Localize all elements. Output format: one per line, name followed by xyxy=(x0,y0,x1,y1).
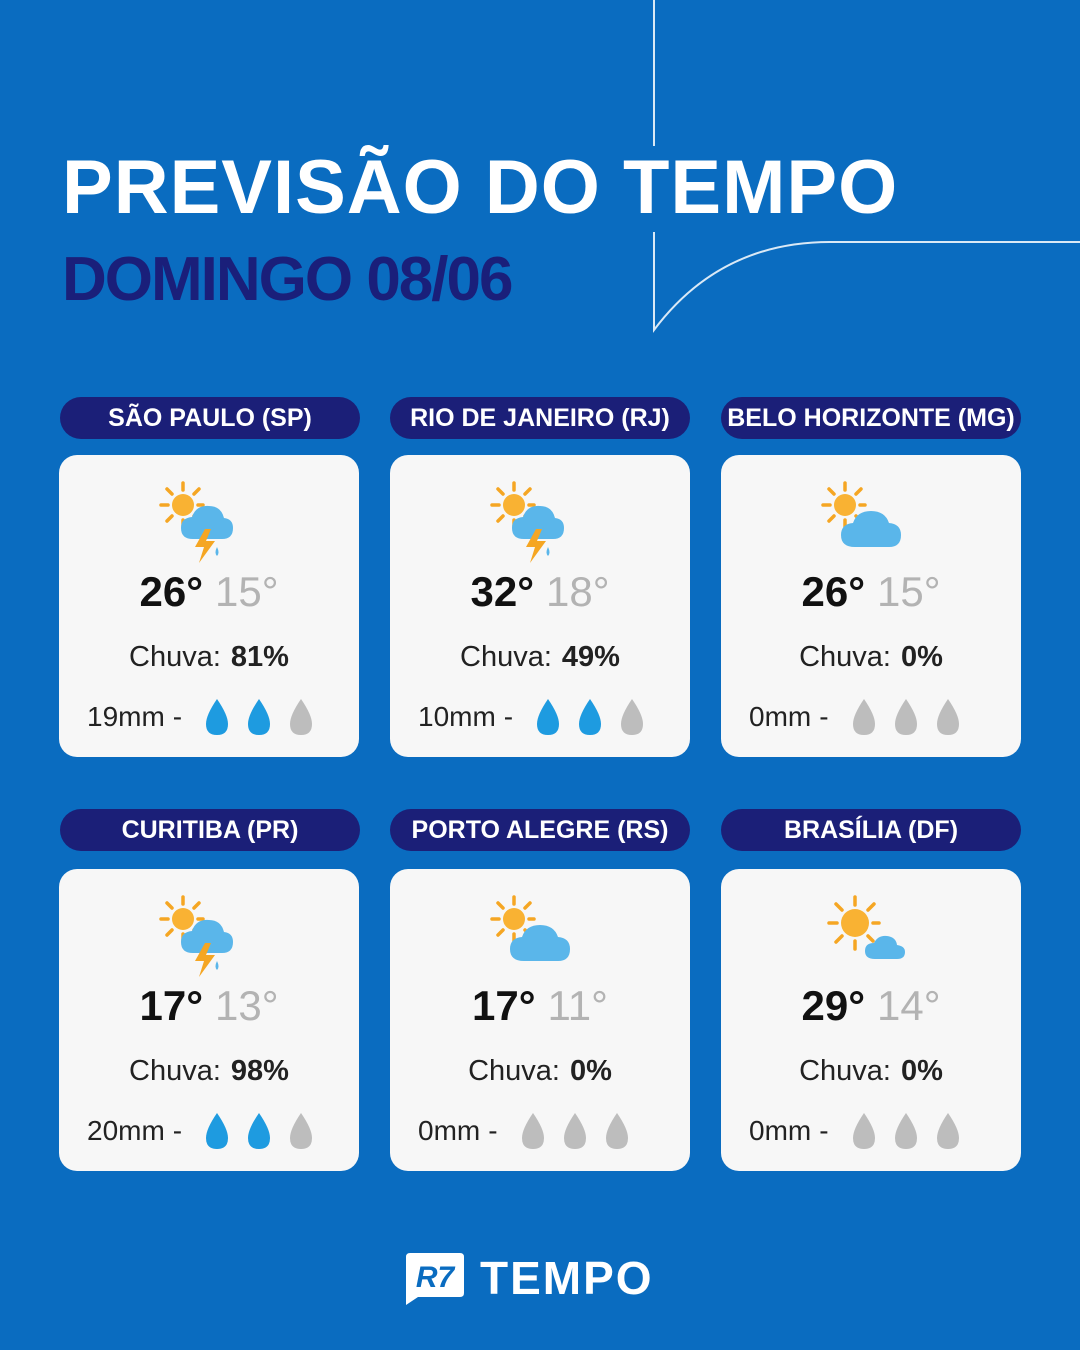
rain-drop-empty-icon xyxy=(936,1113,959,1149)
partly-cloudy-icon xyxy=(821,481,921,565)
precipitation-row: 0mm - xyxy=(749,695,963,739)
temp-max: 17° xyxy=(472,982,536,1029)
temp-min: 13° xyxy=(215,982,279,1029)
rain-chance: Chuva: 98% xyxy=(59,1053,359,1089)
rain-chance: Chuva: 0% xyxy=(721,1053,1021,1089)
precipitation-row: 20mm - xyxy=(87,1109,316,1153)
sun-cloud-storm-icon xyxy=(490,481,590,565)
forecast-card: 32° 18° Chuva: 49% 10mm - xyxy=(390,455,690,757)
city-label: CURITIBA (PR) xyxy=(60,809,360,851)
rain-percent: 0% xyxy=(900,641,943,673)
temperature-row: 29° 14° xyxy=(721,981,1021,1031)
city-label: PORTO ALEGRE (RS) xyxy=(390,809,690,851)
rain-label: Chuva: xyxy=(799,641,891,673)
temp-min: 15° xyxy=(877,568,941,615)
precipitation-row: 19mm - xyxy=(87,695,316,739)
rain-percent: 0% xyxy=(900,1055,943,1087)
rain-drop-empty-icon xyxy=(605,1113,628,1149)
rain-drop-empty-icon xyxy=(852,1113,875,1149)
rain-drop-empty-icon xyxy=(621,699,644,735)
rain-drop-empty-icon xyxy=(894,1113,917,1149)
precipitation-mm: 10mm xyxy=(418,701,496,732)
rain-chance: Chuva: 0% xyxy=(390,1053,690,1089)
rain-label: Chuva: xyxy=(129,641,221,673)
precipitation-row: 0mm - xyxy=(749,1109,963,1153)
temp-min: 11° xyxy=(547,982,608,1029)
temp-min: 18° xyxy=(546,568,610,615)
temp-min: 15° xyxy=(215,568,279,615)
temperature-row: 17° 13° xyxy=(59,981,359,1031)
rain-drop-empty-icon xyxy=(852,699,875,735)
precipitation-row: 10mm - xyxy=(418,695,647,739)
rain-percent: 0% xyxy=(569,1055,612,1087)
rain-label: Chuva: xyxy=(129,1055,221,1087)
rain-drop-empty-icon xyxy=(521,1113,544,1149)
temp-max: 17° xyxy=(139,982,203,1029)
temperature-row: 17° 11° xyxy=(390,981,690,1031)
rain-label: Chuva: xyxy=(460,641,552,673)
temp-min: 14° xyxy=(877,982,941,1029)
rain-drop-filled-icon xyxy=(206,699,229,735)
partly-cloudy-icon xyxy=(490,895,590,979)
page-subtitle: DOMINGO 08/06 xyxy=(62,245,513,314)
logo-text: TEMPO xyxy=(480,1252,654,1304)
sun-cloud-storm-icon xyxy=(159,895,259,979)
forecast-card: 26° 15° Chuva: 0% 0mm - xyxy=(721,455,1021,757)
page-title: PREVISÃO DO TEMPO xyxy=(62,145,899,230)
temp-max: 29° xyxy=(801,982,865,1029)
precipitation-mm: 0mm xyxy=(749,701,812,732)
precipitation-mm: 0mm xyxy=(418,1115,481,1146)
precipitation-mm: 0mm xyxy=(749,1115,812,1146)
rain-percent: 49% xyxy=(561,641,620,673)
rain-percent: 81% xyxy=(230,641,289,673)
rain-drop-filled-icon xyxy=(579,699,602,735)
precipitation-row: 0mm - xyxy=(418,1109,632,1153)
forecast-card: 17° 13° Chuva: 98% 20mm - xyxy=(59,869,359,1171)
temperature-row: 32° 18° xyxy=(390,567,690,617)
r7-tempo-logo: R7 TEMPO xyxy=(400,1248,654,1308)
precipitation-mm: 19mm xyxy=(87,701,165,732)
precipitation-mm: 20mm xyxy=(87,1115,165,1146)
rain-chance: Chuva: 81% xyxy=(59,639,359,675)
city-label: BRASÍLIA (DF) xyxy=(721,809,1021,851)
city-label: RIO DE JANEIRO (RJ) xyxy=(390,397,690,439)
forecast-card: 26° 15° Chuva: 81% 19mm - xyxy=(59,455,359,757)
temp-max: 26° xyxy=(801,568,865,615)
rain-drop-empty-icon xyxy=(894,699,917,735)
temp-max: 26° xyxy=(139,568,203,615)
rain-drop-filled-icon xyxy=(248,699,271,735)
sunny-small-cloud-icon xyxy=(821,895,921,979)
rain-label: Chuva: xyxy=(468,1055,560,1087)
temp-max: 32° xyxy=(470,568,534,615)
logo-badge-text: R7 xyxy=(416,1261,456,1294)
forecast-card: 17° 11° Chuva: 0% 0mm - xyxy=(390,869,690,1171)
rain-drop-empty-icon xyxy=(290,1113,313,1149)
city-label: SÃO PAULO (SP) xyxy=(60,397,360,439)
rain-drop-filled-icon xyxy=(206,1113,229,1149)
sun-cloud-storm-icon xyxy=(159,481,259,565)
r7-logo-badge: R7 xyxy=(406,1253,464,1305)
forecast-card: 29° 14° Chuva: 0% 0mm - xyxy=(721,869,1021,1171)
rain-drop-empty-icon xyxy=(290,699,313,735)
temperature-row: 26° 15° xyxy=(59,567,359,617)
rain-percent: 98% xyxy=(230,1055,289,1087)
rain-label: Chuva: xyxy=(799,1055,891,1087)
rain-drop-empty-icon xyxy=(936,699,959,735)
rain-chance: Chuva: 49% xyxy=(390,639,690,675)
city-label: BELO HORIZONTE (MG) xyxy=(721,397,1021,439)
rain-drop-filled-icon xyxy=(537,699,560,735)
rain-drop-empty-icon xyxy=(563,1113,586,1149)
temperature-row: 26° 15° xyxy=(721,567,1021,617)
rain-chance: Chuva: 0% xyxy=(721,639,1021,675)
rain-drop-filled-icon xyxy=(248,1113,271,1149)
